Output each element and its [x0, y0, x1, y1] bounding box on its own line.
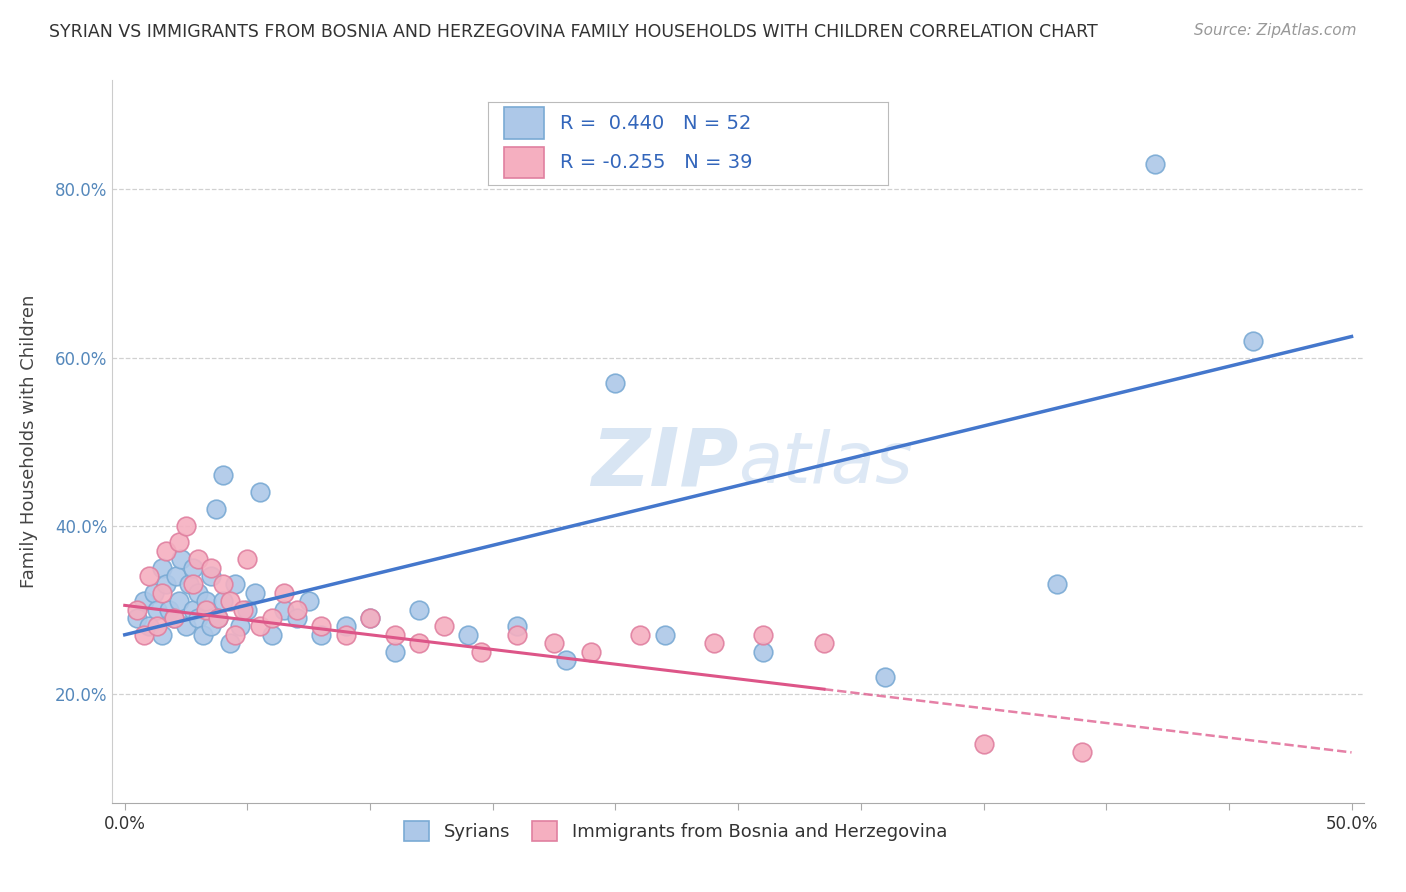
Point: [457, 628, 479, 642]
Point: [298, 594, 321, 608]
Point: [200, 619, 222, 633]
Text: ZIP: ZIP: [591, 425, 738, 502]
Point: [138, 619, 160, 633]
Point: [875, 670, 897, 684]
Point: [194, 594, 217, 608]
Text: atlas: atlas: [738, 429, 912, 498]
Point: [260, 628, 283, 642]
Point: [273, 602, 295, 616]
Point: [359, 611, 381, 625]
Point: [193, 628, 215, 642]
Point: [219, 594, 242, 608]
Point: [1241, 334, 1264, 348]
Point: [236, 602, 259, 616]
Point: [183, 602, 205, 616]
Point: [309, 628, 332, 642]
Point: [555, 653, 578, 667]
Point: [285, 602, 308, 616]
Point: [200, 569, 222, 583]
Point: [1046, 577, 1069, 591]
Point: [229, 619, 252, 633]
Point: [163, 611, 186, 625]
Point: [174, 518, 197, 533]
Point: [703, 636, 725, 650]
Point: [167, 594, 190, 608]
Point: [194, 602, 217, 616]
Point: [212, 594, 235, 608]
Point: [224, 577, 246, 591]
Point: [150, 628, 173, 642]
Point: [249, 619, 271, 633]
Point: [163, 611, 186, 625]
Point: [506, 619, 529, 633]
Point: [155, 577, 177, 591]
Point: [236, 552, 259, 566]
Point: [138, 569, 160, 583]
Point: [155, 543, 177, 558]
Text: SYRIAN VS IMMIGRANTS FROM BOSNIA AND HERZEGOVINA FAMILY HOUSEHOLDS WITH CHILDREN: SYRIAN VS IMMIGRANTS FROM BOSNIA AND HER…: [49, 23, 1098, 41]
Point: [973, 737, 995, 751]
Point: [125, 611, 148, 625]
Point: [309, 619, 332, 633]
Point: [408, 602, 430, 616]
Point: [470, 644, 492, 658]
Point: [384, 628, 406, 642]
Point: [813, 636, 835, 650]
Point: [143, 586, 166, 600]
Point: [654, 628, 676, 642]
Point: [200, 560, 222, 574]
Point: [157, 602, 180, 616]
Point: [150, 560, 173, 574]
Point: [243, 586, 266, 600]
Point: [219, 636, 242, 650]
Legend: Syrians, Immigrants from Bosnia and Herzegovina: Syrians, Immigrants from Bosnia and Herz…: [396, 814, 955, 848]
Point: [177, 577, 200, 591]
Point: [751, 644, 773, 658]
Point: [187, 611, 209, 625]
Point: [1070, 745, 1092, 759]
Point: [212, 468, 235, 483]
Point: [204, 501, 226, 516]
Point: [579, 644, 602, 658]
Point: [249, 485, 271, 500]
Point: [125, 602, 148, 616]
Point: [543, 636, 565, 650]
Point: [628, 628, 651, 642]
Point: [335, 619, 357, 633]
Point: [187, 552, 209, 566]
Point: [187, 586, 209, 600]
Point: [134, 628, 156, 642]
Point: [207, 611, 229, 625]
Point: [212, 577, 235, 591]
Point: [167, 535, 190, 549]
Point: [433, 619, 456, 633]
Point: [273, 586, 295, 600]
Point: [231, 602, 253, 616]
Point: [174, 619, 197, 633]
Point: [145, 602, 167, 616]
Point: [605, 376, 627, 390]
Point: [150, 586, 173, 600]
Point: [408, 636, 430, 650]
Point: [145, 619, 167, 633]
Point: [285, 611, 308, 625]
Point: [170, 552, 193, 566]
Point: [134, 594, 156, 608]
Point: [1144, 157, 1167, 171]
Point: [260, 611, 283, 625]
Point: [359, 611, 381, 625]
Point: [335, 628, 357, 642]
Point: [384, 644, 406, 658]
Point: [183, 560, 205, 574]
Point: [165, 569, 187, 583]
Y-axis label: Family Households with Children: Family Households with Children: [21, 295, 38, 588]
Text: Source: ZipAtlas.com: Source: ZipAtlas.com: [1194, 23, 1357, 38]
Point: [506, 628, 529, 642]
Point: [207, 611, 229, 625]
Point: [224, 628, 246, 642]
Point: [751, 628, 773, 642]
Point: [183, 577, 205, 591]
